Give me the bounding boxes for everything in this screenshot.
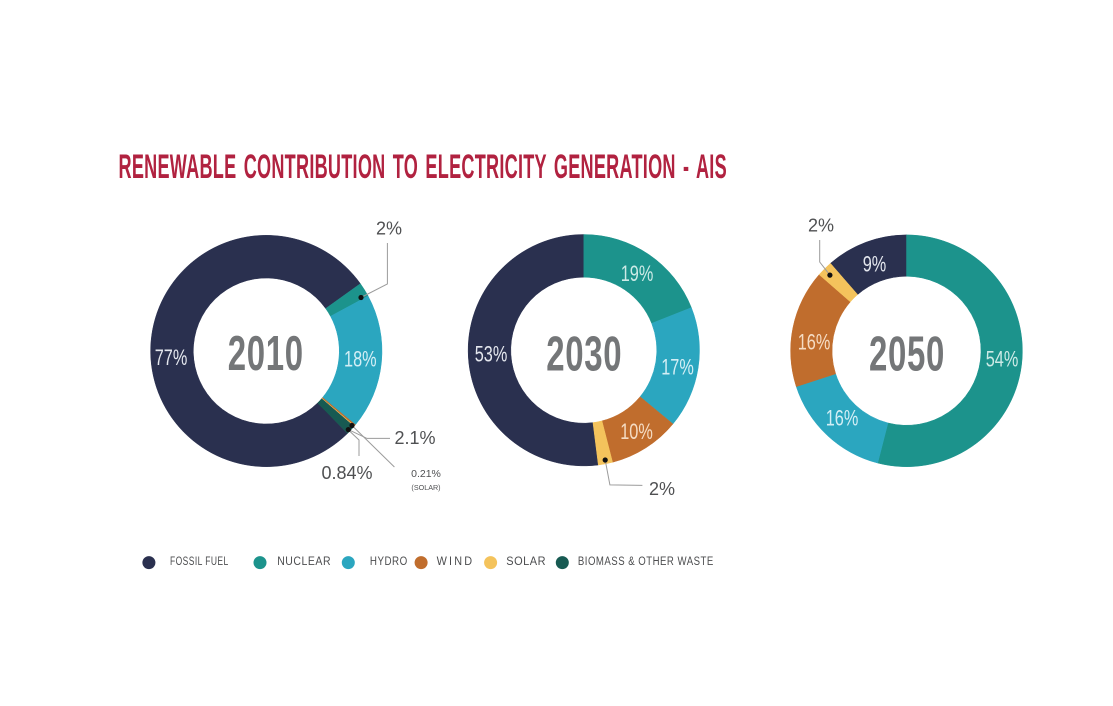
- svg-text:9%: 9%: [863, 252, 887, 277]
- svg-text:54%: 54%: [986, 347, 1019, 372]
- svg-text:HYDRO: HYDRO: [370, 555, 408, 568]
- svg-text:2%: 2%: [808, 215, 834, 235]
- svg-text:2%: 2%: [376, 218, 402, 238]
- svg-text:0.21%: 0.21%: [411, 468, 441, 480]
- svg-text:16%: 16%: [826, 406, 859, 431]
- svg-text:FOSSIL FUEL: FOSSIL FUEL: [170, 556, 229, 569]
- svg-text:2050: 2050: [869, 326, 945, 381]
- svg-text:10%: 10%: [620, 420, 653, 445]
- svg-text:19%: 19%: [621, 262, 654, 287]
- svg-text:WIND: WIND: [437, 556, 475, 568]
- svg-text:17%: 17%: [661, 355, 694, 380]
- svg-text:2.1%: 2.1%: [394, 428, 435, 448]
- svg-text:SOLAR: SOLAR: [506, 556, 546, 568]
- svg-text:77%: 77%: [155, 346, 188, 371]
- svg-text:18%: 18%: [344, 347, 377, 372]
- svg-text:2010: 2010: [228, 325, 304, 380]
- svg-text:2%: 2%: [649, 479, 675, 499]
- svg-text:NUCLEAR: NUCLEAR: [277, 555, 331, 568]
- svg-text:53%: 53%: [475, 342, 508, 367]
- svg-text:16%: 16%: [798, 330, 831, 355]
- svg-text:RENEWABLE CONTRIBUTION TO ELEC: RENEWABLE CONTRIBUTION TO ELECTRICITY GE…: [119, 147, 727, 186]
- svg-text:BIOMASS & OTHER WASTE: BIOMASS & OTHER WASTE: [578, 555, 714, 568]
- svg-text:2030: 2030: [546, 326, 622, 381]
- svg-text:0.84%: 0.84%: [321, 463, 372, 483]
- svg-text:(SOLAR): (SOLAR): [411, 483, 440, 492]
